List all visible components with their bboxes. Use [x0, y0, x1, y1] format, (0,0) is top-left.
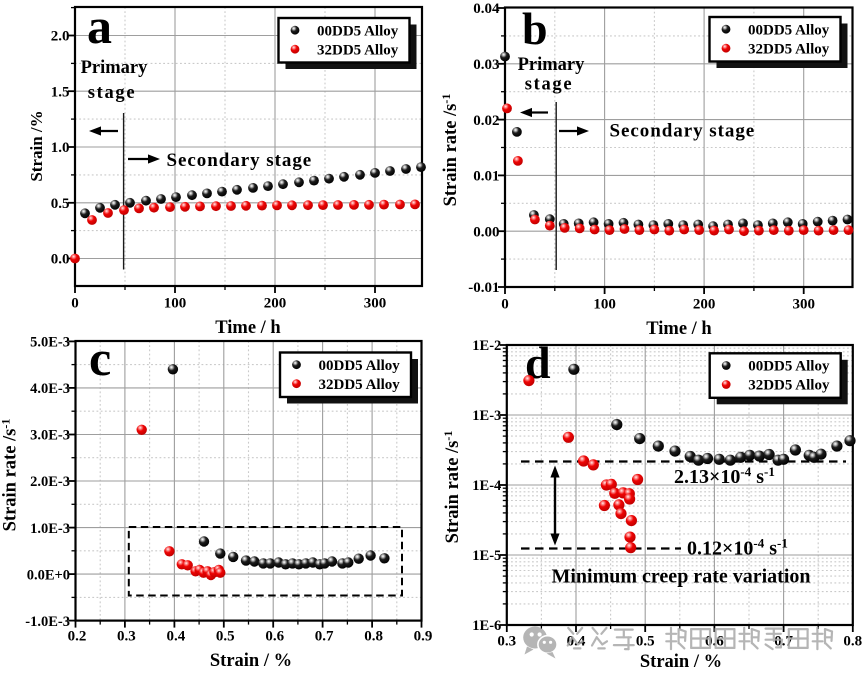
svg-text:0.4: 0.4: [167, 629, 186, 645]
svg-text:stage: stage: [88, 83, 137, 103]
svg-text:3.0E-3: 3.0E-3: [30, 428, 70, 444]
svg-text:Strain rate /s-1: Strain rate /s-1: [441, 431, 463, 544]
svg-text:Strain /%: Strain /%: [27, 110, 46, 181]
svg-text:0.0E+0: 0.0E+0: [27, 567, 70, 583]
svg-text:32DD5 Alloy: 32DD5 Alloy: [319, 377, 401, 393]
svg-text:1E-3: 1E-3: [472, 408, 501, 424]
svg-text:2.13×10-4 s-1: 2.13×10-4 s-1: [674, 464, 775, 488]
svg-text:5.0E-3: 5.0E-3: [30, 335, 70, 351]
svg-text:100: 100: [593, 297, 616, 313]
svg-text:2.0E-3: 2.0E-3: [30, 474, 70, 490]
svg-text:Primary: Primary: [81, 58, 149, 78]
svg-text:b: b: [522, 3, 548, 54]
svg-text:4.0E-3: 4.0E-3: [30, 381, 70, 397]
svg-text:0: 0: [501, 297, 509, 313]
svg-text:-1.0E-3: -1.0E-3: [25, 614, 70, 630]
svg-text:0.3: 0.3: [497, 634, 516, 650]
svg-text:0.9: 0.9: [414, 629, 433, 645]
svg-text:0.5: 0.5: [216, 629, 235, 645]
svg-text:stage: stage: [525, 75, 574, 95]
svg-text:Time / h: Time / h: [646, 319, 712, 339]
svg-text:1E-6: 1E-6: [472, 618, 501, 634]
svg-text:200: 200: [264, 296, 287, 312]
svg-text:0.2: 0.2: [68, 629, 87, 645]
svg-text:Secondary stage: Secondary stage: [167, 150, 313, 171]
svg-text:-0.01: -0.01: [468, 280, 499, 296]
svg-text:300: 300: [364, 296, 387, 312]
svg-text:2.0: 2.0: [51, 29, 70, 45]
svg-text:a: a: [87, 0, 112, 54]
svg-text:1E-5: 1E-5: [472, 548, 501, 564]
svg-text:Strain rate /s-1: Strain rate /s-1: [439, 94, 461, 207]
svg-text:32DD5 Alloy: 32DD5 Alloy: [317, 42, 399, 58]
svg-text:0.0: 0.0: [51, 252, 70, 268]
svg-text:00DD5 Alloy: 00DD5 Alloy: [319, 358, 401, 374]
svg-text:0.02: 0.02: [473, 113, 499, 129]
svg-text:Time / h: Time / h: [215, 318, 281, 338]
svg-text:0.5: 0.5: [51, 196, 70, 212]
svg-text:0.8: 0.8: [364, 629, 383, 645]
svg-text:Minimum creep rate variation: Minimum creep rate variation: [551, 566, 810, 588]
svg-text:0.01: 0.01: [473, 169, 499, 185]
svg-text:200: 200: [693, 297, 716, 313]
svg-text:1.0: 1.0: [51, 140, 70, 156]
svg-text:1E-2: 1E-2: [472, 338, 501, 354]
svg-text:300: 300: [792, 297, 815, 313]
svg-text:Strain rate /s-1: Strain rate /s-1: [0, 419, 21, 532]
svg-text:0.6: 0.6: [265, 629, 284, 645]
svg-text:0.7: 0.7: [315, 629, 334, 645]
svg-text:c: c: [89, 330, 111, 386]
svg-text:00DD5 Alloy: 00DD5 Alloy: [748, 22, 830, 38]
svg-text:1.5: 1.5: [51, 85, 70, 101]
svg-text:00DD5 Alloy: 00DD5 Alloy: [317, 23, 399, 39]
svg-text:0.3: 0.3: [117, 629, 136, 645]
svg-text:0.5: 0.5: [636, 634, 655, 650]
svg-text:100: 100: [164, 296, 187, 312]
svg-text:0.04: 0.04: [473, 1, 500, 17]
svg-text:0.8: 0.8: [843, 634, 862, 650]
svg-text:Strain / %: Strain / %: [640, 652, 722, 672]
svg-text:0.12×10-4 s-1: 0.12×10-4 s-1: [687, 536, 788, 560]
svg-text:Primary: Primary: [518, 55, 586, 75]
svg-text:Strain / %: Strain / %: [210, 651, 292, 671]
svg-text:Secondary stage: Secondary stage: [610, 121, 756, 142]
svg-text:0.03: 0.03: [473, 57, 499, 73]
svg-text:0.00: 0.00: [473, 224, 499, 240]
svg-text:0: 0: [71, 296, 79, 312]
svg-text:00DD5 Alloy: 00DD5 Alloy: [748, 359, 830, 375]
svg-text:1E-4: 1E-4: [472, 478, 501, 494]
svg-text:1.0E-3: 1.0E-3: [30, 521, 70, 537]
svg-text:32DD5 Alloy: 32DD5 Alloy: [748, 41, 830, 57]
svg-text:32DD5 Alloy: 32DD5 Alloy: [748, 378, 830, 394]
